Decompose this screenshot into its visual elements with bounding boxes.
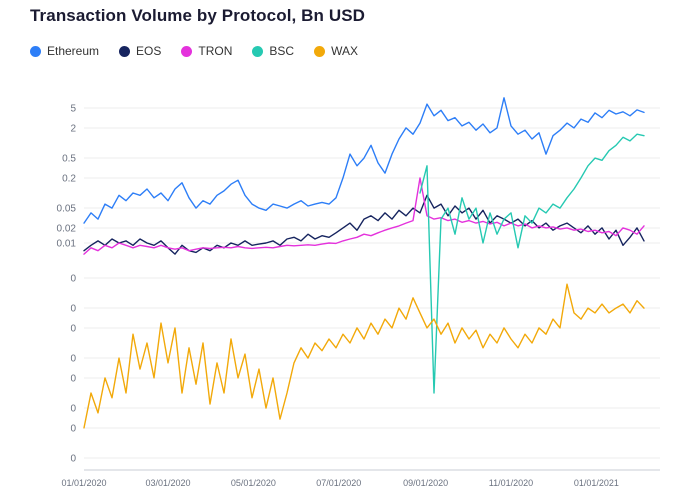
- legend-marker-tron: [181, 45, 193, 57]
- y-tick-label: 0: [70, 373, 76, 384]
- y-tick-label: 0: [70, 454, 76, 465]
- legend-label: BSC: [269, 44, 295, 58]
- x-tick-label: 03/01/2020: [145, 478, 190, 488]
- legend-item-bsc[interactable]: BSC: [252, 44, 294, 58]
- x-tick-label: 09/01/2020: [403, 478, 448, 488]
- y-tick-label: 0: [70, 304, 76, 315]
- y-tick-label: 5: [70, 104, 76, 115]
- legend-marker-wax: [314, 45, 326, 57]
- y-tick-label: 0: [70, 404, 76, 415]
- x-tick-label: 07/01/2020: [316, 478, 361, 488]
- legend-item-wax[interactable]: WAX: [314, 44, 358, 58]
- y-tick-label: 0: [70, 323, 76, 334]
- y-tick-label: 0: [70, 273, 76, 284]
- series-line-eos: [83, 194, 645, 255]
- line-chart: 5 2 0.5 0.2 0.05 0.02 0.01 0 0 0 0 0 0 0 0 01/01/2020 03…: [57, 97, 660, 488]
- x-tick-label: 11/01/2020: [489, 478, 533, 488]
- y-tick-label: 0: [70, 423, 76, 434]
- y-tick-label: 0.02: [57, 223, 77, 234]
- legend-label: Ethereum: [47, 44, 100, 58]
- legend-label: WAX: [331, 44, 358, 58]
- y-tick-label: 0: [70, 354, 76, 365]
- y-tick-label: 0.5: [62, 154, 76, 165]
- legend-marker-ethereum: [30, 45, 41, 57]
- x-tick-label: 01/01/2020: [61, 478, 106, 488]
- x-tick-label: 01/01/2021: [574, 478, 619, 488]
- series-line-ethereum: [83, 97, 645, 224]
- series-line-bsc: [419, 133, 645, 394]
- legend-marker-eos: [119, 45, 131, 57]
- y-tick-label: 0.01: [57, 239, 77, 250]
- legend: Ethereum EOS TRON BSC WAX: [30, 44, 358, 58]
- series-line-wax: [83, 283, 645, 429]
- legend-item-eos[interactable]: EOS: [119, 44, 161, 58]
- chart-title: Transaction Volume by Protocol, Bn USD: [30, 6, 366, 25]
- y-tick-label: 0.05: [57, 204, 77, 215]
- y-tick-label: 0.2: [62, 173, 76, 184]
- legend-item-tron[interactable]: TRON: [181, 44, 232, 58]
- series-line-tron: [83, 177, 645, 255]
- y-tick-label: 2: [70, 123, 76, 134]
- legend-label: TRON: [198, 44, 233, 58]
- legend-marker-bsc: [252, 45, 264, 57]
- x-tick-label: 05/01/2020: [231, 478, 276, 488]
- legend-item-ethereum[interactable]: Ethereum: [30, 44, 99, 58]
- legend-label: EOS: [136, 44, 162, 58]
